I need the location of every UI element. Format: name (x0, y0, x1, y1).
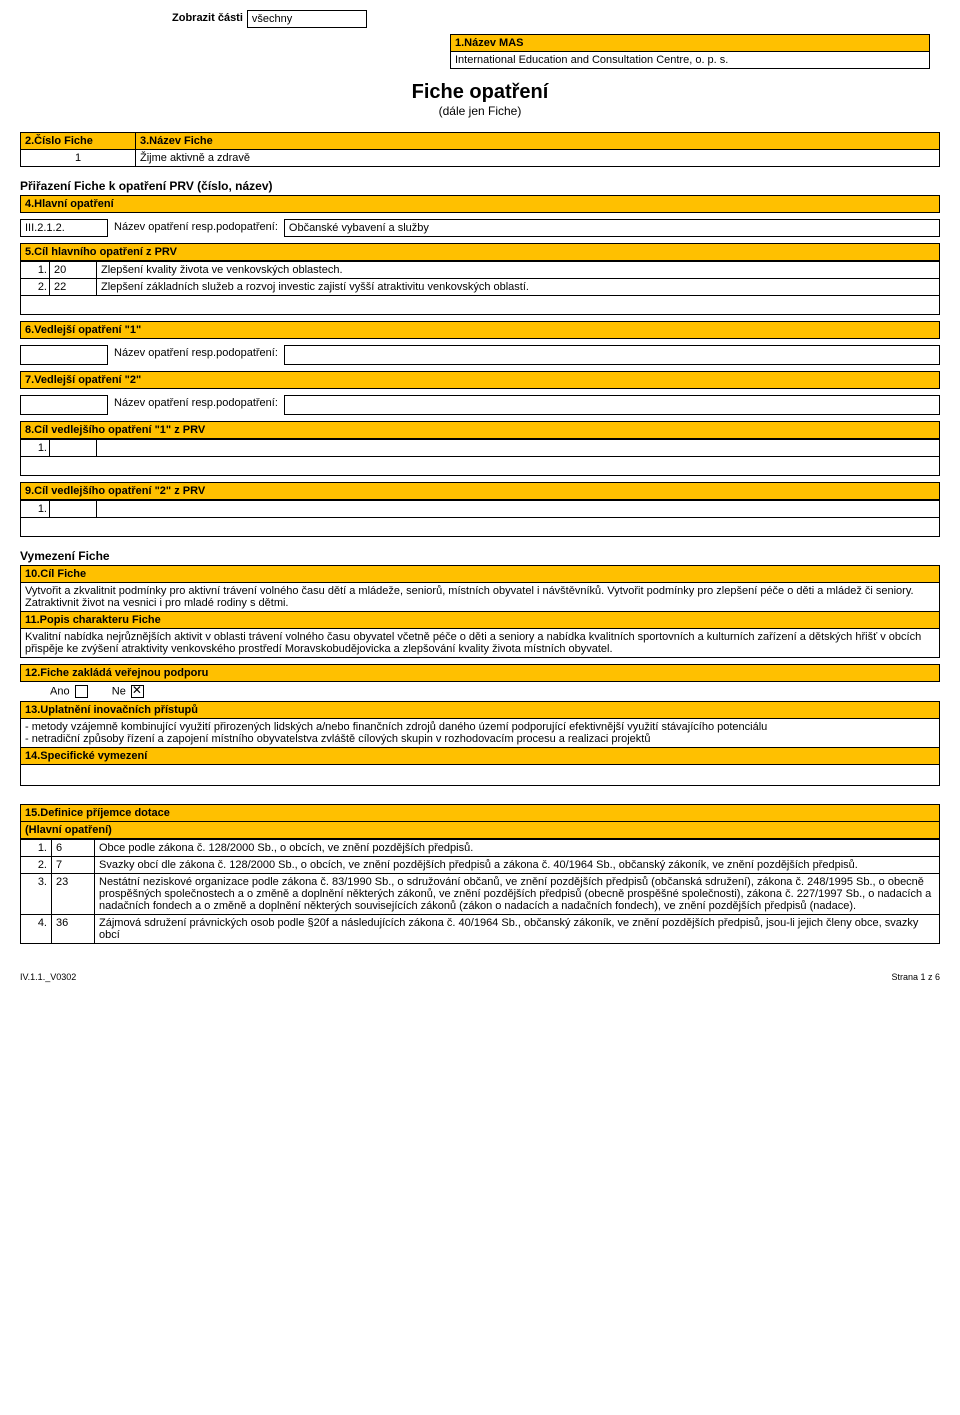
page-title: Fiche opatření (20, 81, 940, 104)
table-row: 2.7Svazky obcí dle zákona č. 128/2000 Sb… (21, 857, 940, 874)
goal-num: 1. (20, 261, 49, 279)
s7-name-value (284, 395, 940, 415)
s6-code[interactable] (20, 345, 108, 365)
s6-row: Název opatření resp.podopatření: (20, 345, 940, 365)
s4-row: III.2.1.2. Název opatření resp.podopatře… (20, 219, 940, 237)
s8-empty (20, 456, 940, 476)
def-num: 3. (21, 874, 52, 915)
s14-header: 14.Specifické vymezení (20, 747, 940, 765)
def-text: Zájmová sdružení právnických osob podle … (95, 915, 940, 944)
goal-row: 1. (20, 500, 940, 518)
goal-code[interactable] (49, 500, 97, 518)
def-num: 4. (21, 915, 52, 944)
goal-text (97, 500, 940, 518)
s7-code[interactable] (20, 395, 108, 415)
s12-options: Ano Ne (20, 682, 940, 701)
definition-table: 1.6Obce podle zákona č. 128/2000 Sb., o … (20, 839, 940, 944)
def-code[interactable]: 7 (52, 857, 95, 874)
goal-row: 1. (20, 439, 940, 457)
def-code[interactable]: 6 (52, 840, 95, 857)
s6-header: 6.Vedlejší opatření "1" (20, 321, 940, 339)
section-1: 1.Název MAS International Education and … (450, 34, 930, 69)
s7-name-label: Název opatření resp.podopatření: (108, 395, 284, 415)
s6-name-label: Název opatření resp.podopatření: (108, 345, 284, 365)
def-num: 1. (21, 840, 52, 857)
s7-header: 7.Vedlejší opatření "2" (20, 371, 940, 389)
s4-name-label: Název opatření resp.podopatření: (108, 219, 284, 237)
s2-header: 2.Číslo Fiche (20, 132, 136, 150)
page-subtitle: (dále jen Fiche) (20, 104, 940, 118)
s4-name-value: Občanské vybavení a služby (284, 219, 940, 237)
s12-header: 12.Fiche zakládá veřejnou podporu (20, 664, 940, 682)
s4-header: 4.Hlavní opatření (20, 195, 940, 213)
def-text: Nestátní neziskové organizace podle záko… (95, 874, 940, 915)
s13-header: 13.Uplatnění inovačních přístupů (20, 701, 940, 719)
def-text: Svazky obcí dle zákona č. 128/2000 Sb., … (95, 857, 940, 874)
def-code[interactable]: 36 (52, 915, 95, 944)
s15-header: 15.Definice příjemce dotace (20, 804, 940, 822)
s12-ne-label: Ne (112, 685, 126, 697)
goal-text: Zlepšení kvality života ve venkovských o… (97, 261, 940, 279)
display-select[interactable]: všechny (247, 10, 367, 28)
s1-header: 1.Název MAS (450, 34, 930, 52)
goal-text (97, 439, 940, 457)
s6-name-value (284, 345, 940, 365)
s9-empty (20, 517, 940, 537)
display-label: Zobrazit části (172, 10, 247, 28)
table-row: 1.6Obce podle zákona č. 128/2000 Sb., o … (21, 840, 940, 857)
goal-code[interactable] (49, 439, 97, 457)
vymezeni-title: Vymezení Fiche (20, 549, 940, 563)
footer-right: Strana 1 z 6 (891, 972, 940, 982)
page-footer: IV.1.1._V0302 Strana 1 z 6 (20, 972, 940, 982)
checkbox-ne[interactable] (131, 685, 144, 698)
def-code[interactable]: 23 (52, 874, 95, 915)
s15-sub: (Hlavní opatření) (20, 822, 940, 839)
s4-code[interactable]: III.2.1.2. (20, 219, 108, 237)
goal-row: 2.22Zlepšení základních služeb a rozvoj … (20, 278, 940, 296)
s9-header: 9.Cíl vedlejšího opatření "2" z PRV (20, 482, 940, 500)
goal-text: Zlepšení základních služeb a rozvoj inve… (97, 278, 940, 296)
s3-header: 3.Název Fiche (136, 132, 940, 150)
def-text: Obce podle zákona č. 128/2000 Sb., o obc… (95, 840, 940, 857)
section-2-3: 2.Číslo Fiche 1 3.Název Fiche Žijme akti… (20, 132, 940, 167)
s13-text: - metody vzájemně kombinující využití př… (20, 719, 940, 747)
s11-header: 11.Popis charakteru Fiche (20, 611, 940, 629)
assign-title: Přiřazení Fiche k opatření PRV (číslo, n… (20, 179, 940, 193)
s7-row: Název opatření resp.podopatření: (20, 395, 940, 415)
table-row: 4.36Zájmová sdružení právnických osob po… (21, 915, 940, 944)
goal-code[interactable]: 22 (49, 278, 97, 296)
checkbox-ano[interactable] (75, 685, 88, 698)
s11-text: Kvalitní nabídka nejrůznějších aktivit v… (20, 629, 940, 658)
s10-text: Vytvořit a zkvalitnit podmínky pro aktiv… (20, 583, 940, 611)
goal-row: 1.20Zlepšení kvality života ve venkovský… (20, 261, 940, 279)
s2-value: 1 (20, 150, 136, 167)
s3-value: Žijme aktivně a zdravě (136, 150, 940, 167)
display-filter-row: Zobrazit části všechny (20, 10, 940, 28)
s5-header: 5.Cíl hlavního opatření z PRV (20, 243, 940, 261)
s10-header: 10.Cíl Fiche (20, 565, 940, 583)
table-row: 3.23Nestátní neziskové organizace podle … (21, 874, 940, 915)
def-num: 2. (21, 857, 52, 874)
s8-header: 8.Cíl vedlejšího opatření "1" z PRV (20, 421, 940, 439)
footer-left: IV.1.1._V0302 (20, 972, 76, 982)
goal-num: 1. (20, 439, 49, 457)
goal-code[interactable]: 20 (49, 261, 97, 279)
goal-num: 2. (20, 278, 49, 296)
s12-ano-label: Ano (50, 685, 70, 697)
goal-num: 1. (20, 500, 49, 518)
s5-empty (20, 295, 940, 315)
s14-empty (20, 765, 940, 786)
s1-value: International Education and Consultation… (450, 52, 930, 69)
